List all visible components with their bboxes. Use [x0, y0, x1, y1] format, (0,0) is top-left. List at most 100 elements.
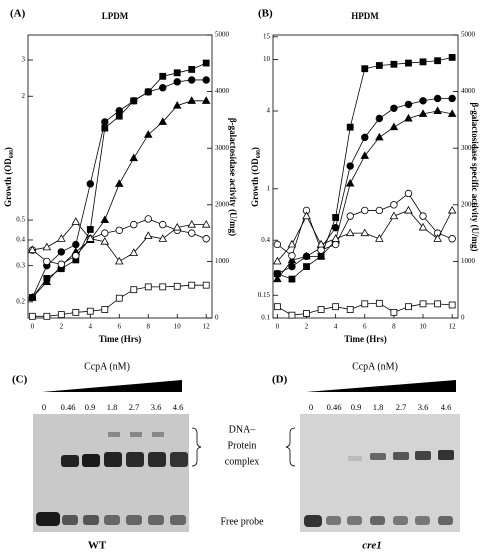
x-axis-label: Time (Hrs) [99, 334, 142, 344]
x-tick-label: 4 [334, 323, 338, 331]
marker [404, 100, 413, 109]
y-tick-label: 0.4 [16, 236, 25, 244]
marker [101, 118, 109, 126]
gel-title: CcpA (nM) [84, 361, 130, 372]
series-line [277, 98, 453, 275]
marker [419, 58, 427, 66]
y2-tick-label: 1000 [461, 257, 476, 265]
lane-label: 0 [42, 402, 46, 412]
annotation: Free probe [220, 516, 264, 527]
lane-label: 2.7 [129, 402, 140, 412]
marker [159, 283, 167, 291]
marker [173, 282, 181, 290]
marker [101, 229, 109, 237]
marker [404, 113, 413, 122]
marker [188, 229, 196, 237]
marker [346, 162, 354, 170]
x-tick-label: 6 [118, 323, 122, 331]
marker [100, 215, 110, 224]
x-tick-label: 12 [449, 323, 457, 331]
marker [302, 251, 311, 260]
marker [273, 256, 282, 265]
marker [448, 301, 456, 309]
marker [71, 217, 81, 225]
x-tick-label: 2 [305, 323, 309, 331]
marker [288, 252, 296, 260]
marker [361, 300, 369, 308]
lane-label: 0 [309, 402, 313, 412]
marker [433, 106, 442, 115]
x-tick-label: 0 [276, 323, 280, 331]
marker [115, 107, 123, 115]
marker [390, 201, 398, 209]
marker [317, 306, 325, 313]
panel-label: (B) [258, 8, 273, 20]
marker [390, 104, 398, 112]
marker [346, 306, 354, 313]
marker [159, 84, 167, 92]
marker [188, 76, 196, 84]
marker [332, 214, 340, 221]
marker [361, 206, 369, 215]
lane-label: 0.9 [85, 402, 96, 412]
marker [202, 76, 210, 84]
plot-frame [272, 34, 459, 319]
marker [316, 251, 326, 260]
marker [273, 303, 281, 311]
marker [434, 300, 442, 308]
marker [287, 239, 297, 248]
marker [144, 215, 152, 223]
gel-wt [33, 380, 189, 532]
lane-label: 2.7 [396, 402, 407, 412]
marker [86, 180, 94, 188]
marker [418, 109, 428, 117]
marker [273, 240, 282, 249]
marker [173, 78, 181, 86]
y2-tick-label: 2000 [215, 200, 230, 208]
marker [57, 311, 65, 319]
marker [419, 212, 427, 220]
marker [303, 310, 310, 317]
marker [72, 240, 80, 249]
marker [288, 275, 296, 283]
marker [331, 234, 340, 242]
marker [405, 303, 412, 311]
marker [419, 300, 427, 308]
marker [114, 179, 124, 187]
marker [43, 257, 51, 266]
marker [158, 117, 168, 125]
y-tick-label: 15 [263, 32, 271, 40]
marker [448, 53, 456, 61]
y2-tick-label: 0 [461, 314, 465, 322]
lane-label: 1.8 [373, 402, 384, 412]
marker [375, 114, 384, 123]
marker [86, 234, 95, 242]
chart-title: LPDM [102, 11, 129, 21]
marker [375, 132, 384, 141]
marker [173, 69, 181, 77]
marker [144, 283, 152, 291]
marker [114, 256, 124, 265]
y-tick-label: 0.15 [258, 291, 271, 299]
marker [86, 307, 94, 315]
marker [375, 206, 384, 215]
marker [201, 219, 211, 228]
lane-label: 3.6 [151, 402, 162, 412]
y2-axis-label: β-galactosidase specific activity (U/mg) [470, 103, 480, 252]
y-tick-label: 4 [267, 107, 271, 115]
gel-label: WT [88, 540, 107, 552]
marker [345, 178, 355, 187]
marker [448, 94, 456, 103]
marker [447, 205, 457, 214]
marker [57, 234, 66, 242]
marker [317, 246, 325, 254]
marker [316, 239, 326, 248]
marker [158, 234, 168, 242]
lane-label: 1.8 [107, 402, 118, 412]
x-tick-label: 0 [31, 323, 35, 331]
marker [28, 245, 37, 254]
marker [143, 130, 153, 138]
marker [331, 240, 340, 249]
marker [130, 286, 138, 294]
marker [433, 234, 442, 242]
